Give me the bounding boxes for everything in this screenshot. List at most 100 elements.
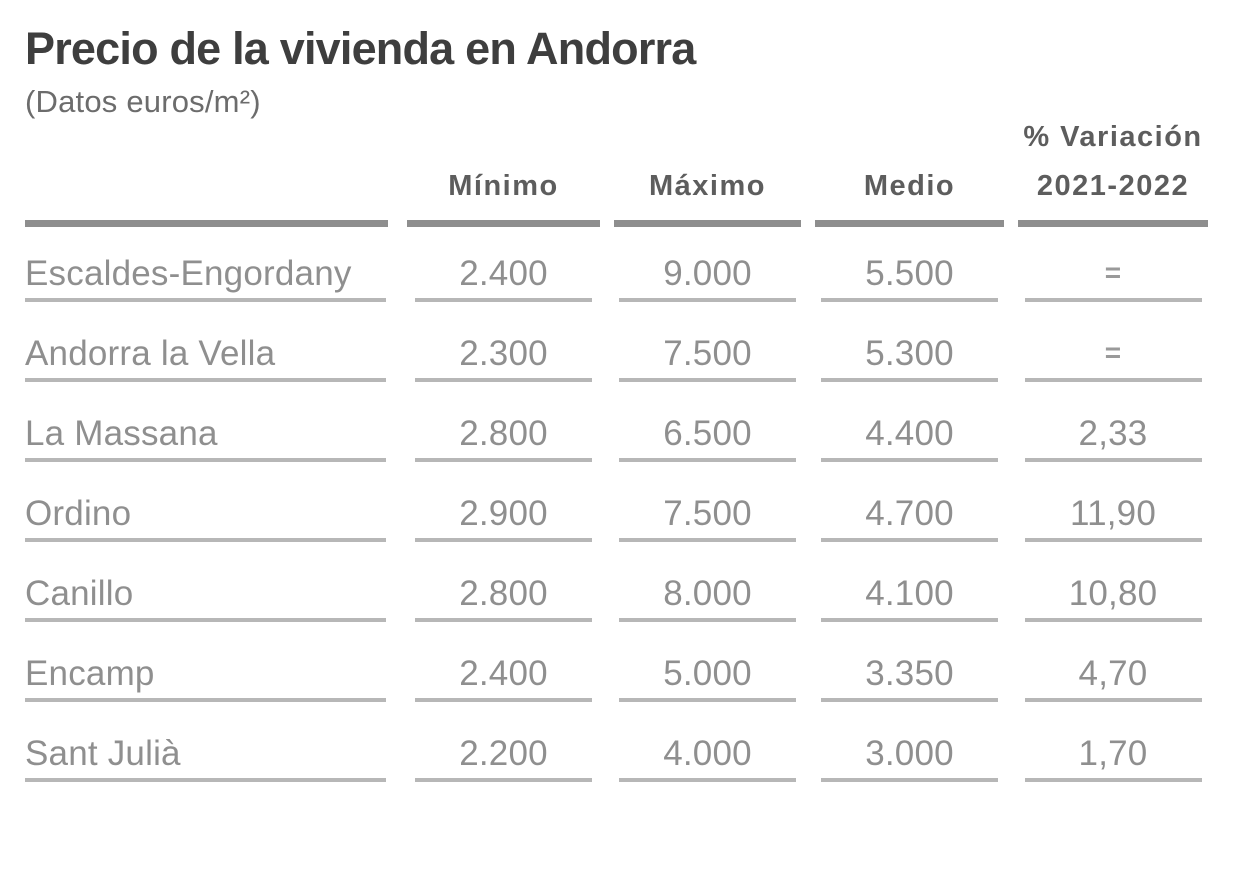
cell-underline [1024, 458, 1202, 463]
column-header-minimo: Mínimo [400, 118, 607, 220]
column-header-medio-label: Medio [863, 170, 956, 203]
max-value-text: 8.000 [663, 574, 752, 614]
row-label-text: Andorra la Vella [25, 334, 276, 374]
column-header-variacion-line1: % Variación [1023, 121, 1203, 154]
var-value-text: 2,33 [1078, 414, 1148, 454]
var-value: = [1011, 307, 1215, 387]
cell-underline [415, 698, 592, 703]
var-value: = [1011, 227, 1215, 307]
housing-price-infographic: Precio de la vivienda en Andorra (Datos … [0, 24, 1244, 882]
cell-underline [25, 698, 386, 703]
header-rule-segment [25, 220, 388, 228]
med-value: 3.350 [808, 627, 1011, 707]
cell-underline [1024, 618, 1202, 623]
med-value: 5.300 [808, 307, 1011, 387]
row-label-text: La Massana [25, 414, 218, 454]
row-label: Encamp [25, 627, 400, 707]
cell-underline [1024, 698, 1202, 703]
med-value-text: 4.400 [865, 414, 954, 454]
var-value-text: 10,80 [1068, 574, 1158, 614]
cell-underline [821, 298, 998, 303]
min-value-text: 2.400 [459, 654, 548, 694]
var-value-text: 4,70 [1078, 654, 1148, 694]
table-row: Encamp 2.400 5.000 3.350 4,70 [25, 627, 1215, 707]
cell-underline [619, 698, 796, 703]
var-value-text: 1,70 [1078, 734, 1148, 774]
med-value: 4.700 [808, 467, 1011, 547]
column-header-variacion-line2: 2021-2022 [1036, 170, 1190, 203]
cell-underline [619, 458, 796, 463]
med-value-text: 5.300 [865, 334, 954, 374]
min-value: 2.300 [400, 307, 607, 387]
min-value: 2.400 [400, 627, 607, 707]
row-label: Canillo [25, 547, 400, 627]
min-value: 2.900 [400, 467, 607, 547]
var-value: 2,33 [1011, 387, 1215, 467]
max-value: 8.000 [607, 547, 808, 627]
column-header-medio: Medio [808, 118, 1011, 220]
med-value-text: 5.500 [865, 254, 954, 294]
cell-underline [415, 298, 592, 303]
max-value: 4.000 [607, 707, 808, 787]
cell-underline [619, 378, 796, 383]
cell-underline [415, 538, 592, 543]
cell-underline [1024, 378, 1202, 383]
min-value: 2.400 [400, 227, 607, 307]
var-value: 4,70 [1011, 627, 1215, 707]
cell-underline [821, 698, 998, 703]
cell-underline [1024, 778, 1202, 783]
med-value-text: 4.700 [865, 494, 954, 534]
row-label-text: Sant Julià [25, 734, 181, 774]
row-label-text: Encamp [25, 654, 155, 694]
column-header-maximo: Máximo [607, 118, 808, 220]
cell-underline [821, 458, 998, 463]
min-value-text: 2.400 [459, 254, 548, 294]
var-value-text: = [1104, 337, 1122, 369]
column-header-minimo-label: Mínimo [448, 170, 559, 203]
max-value-text: 6.500 [663, 414, 752, 454]
table-row: Escaldes-Engordany 2.400 9.000 5.500 = [25, 227, 1215, 307]
max-value: 5.000 [607, 627, 808, 707]
cell-underline [415, 458, 592, 463]
cell-underline [619, 618, 796, 623]
cell-underline [25, 458, 386, 463]
med-value-text: 3.350 [865, 654, 954, 694]
cell-underline [25, 538, 386, 543]
column-header-variacion: % Variación 2021-2022 [1011, 118, 1215, 220]
header-rule-segment [614, 220, 801, 228]
page-title: Precio de la vivienda en Andorra [25, 23, 696, 74]
cell-underline [619, 778, 796, 783]
med-value: 4.100 [808, 547, 1011, 627]
cell-underline [415, 778, 592, 783]
max-value: 7.500 [607, 467, 808, 547]
table-header: Mínimo Máximo Medio % Variación 2021-202… [25, 118, 1215, 220]
min-value-text: 2.300 [459, 334, 548, 374]
column-header-blank [25, 118, 400, 220]
cell-underline [619, 298, 796, 303]
max-value-text: 7.500 [663, 494, 752, 534]
cell-underline [25, 298, 386, 303]
cell-underline [25, 778, 386, 783]
min-value-text: 2.800 [459, 574, 548, 614]
row-label: La Massana [25, 387, 400, 467]
med-value-text: 3.000 [865, 734, 954, 774]
min-value: 2.800 [400, 387, 607, 467]
table-row: Sant Julià 2.200 4.000 3.000 1,70 [25, 707, 1215, 787]
header-rule-segment [1018, 220, 1208, 228]
min-value-text: 2.800 [459, 414, 548, 454]
var-value: 10,80 [1011, 547, 1215, 627]
med-value: 5.500 [808, 227, 1011, 307]
header-rule-segment [407, 220, 600, 228]
table-row: Canillo 2.800 8.000 4.100 10,80 [25, 547, 1215, 627]
table-row: Andorra la Vella 2.300 7.500 5.300 = [25, 307, 1215, 387]
cell-underline [821, 778, 998, 783]
row-label-text: Ordino [25, 494, 132, 534]
table-body: Escaldes-Engordany 2.400 9.000 5.500 = [0, 227, 1244, 787]
min-value-text: 2.900 [459, 494, 548, 534]
cell-underline [1024, 538, 1202, 543]
header-rule [25, 220, 1215, 228]
med-value: 3.000 [808, 707, 1011, 787]
med-value-text: 4.100 [865, 574, 954, 614]
var-value-text: = [1104, 257, 1122, 289]
var-value-text: 11,90 [1070, 494, 1156, 534]
